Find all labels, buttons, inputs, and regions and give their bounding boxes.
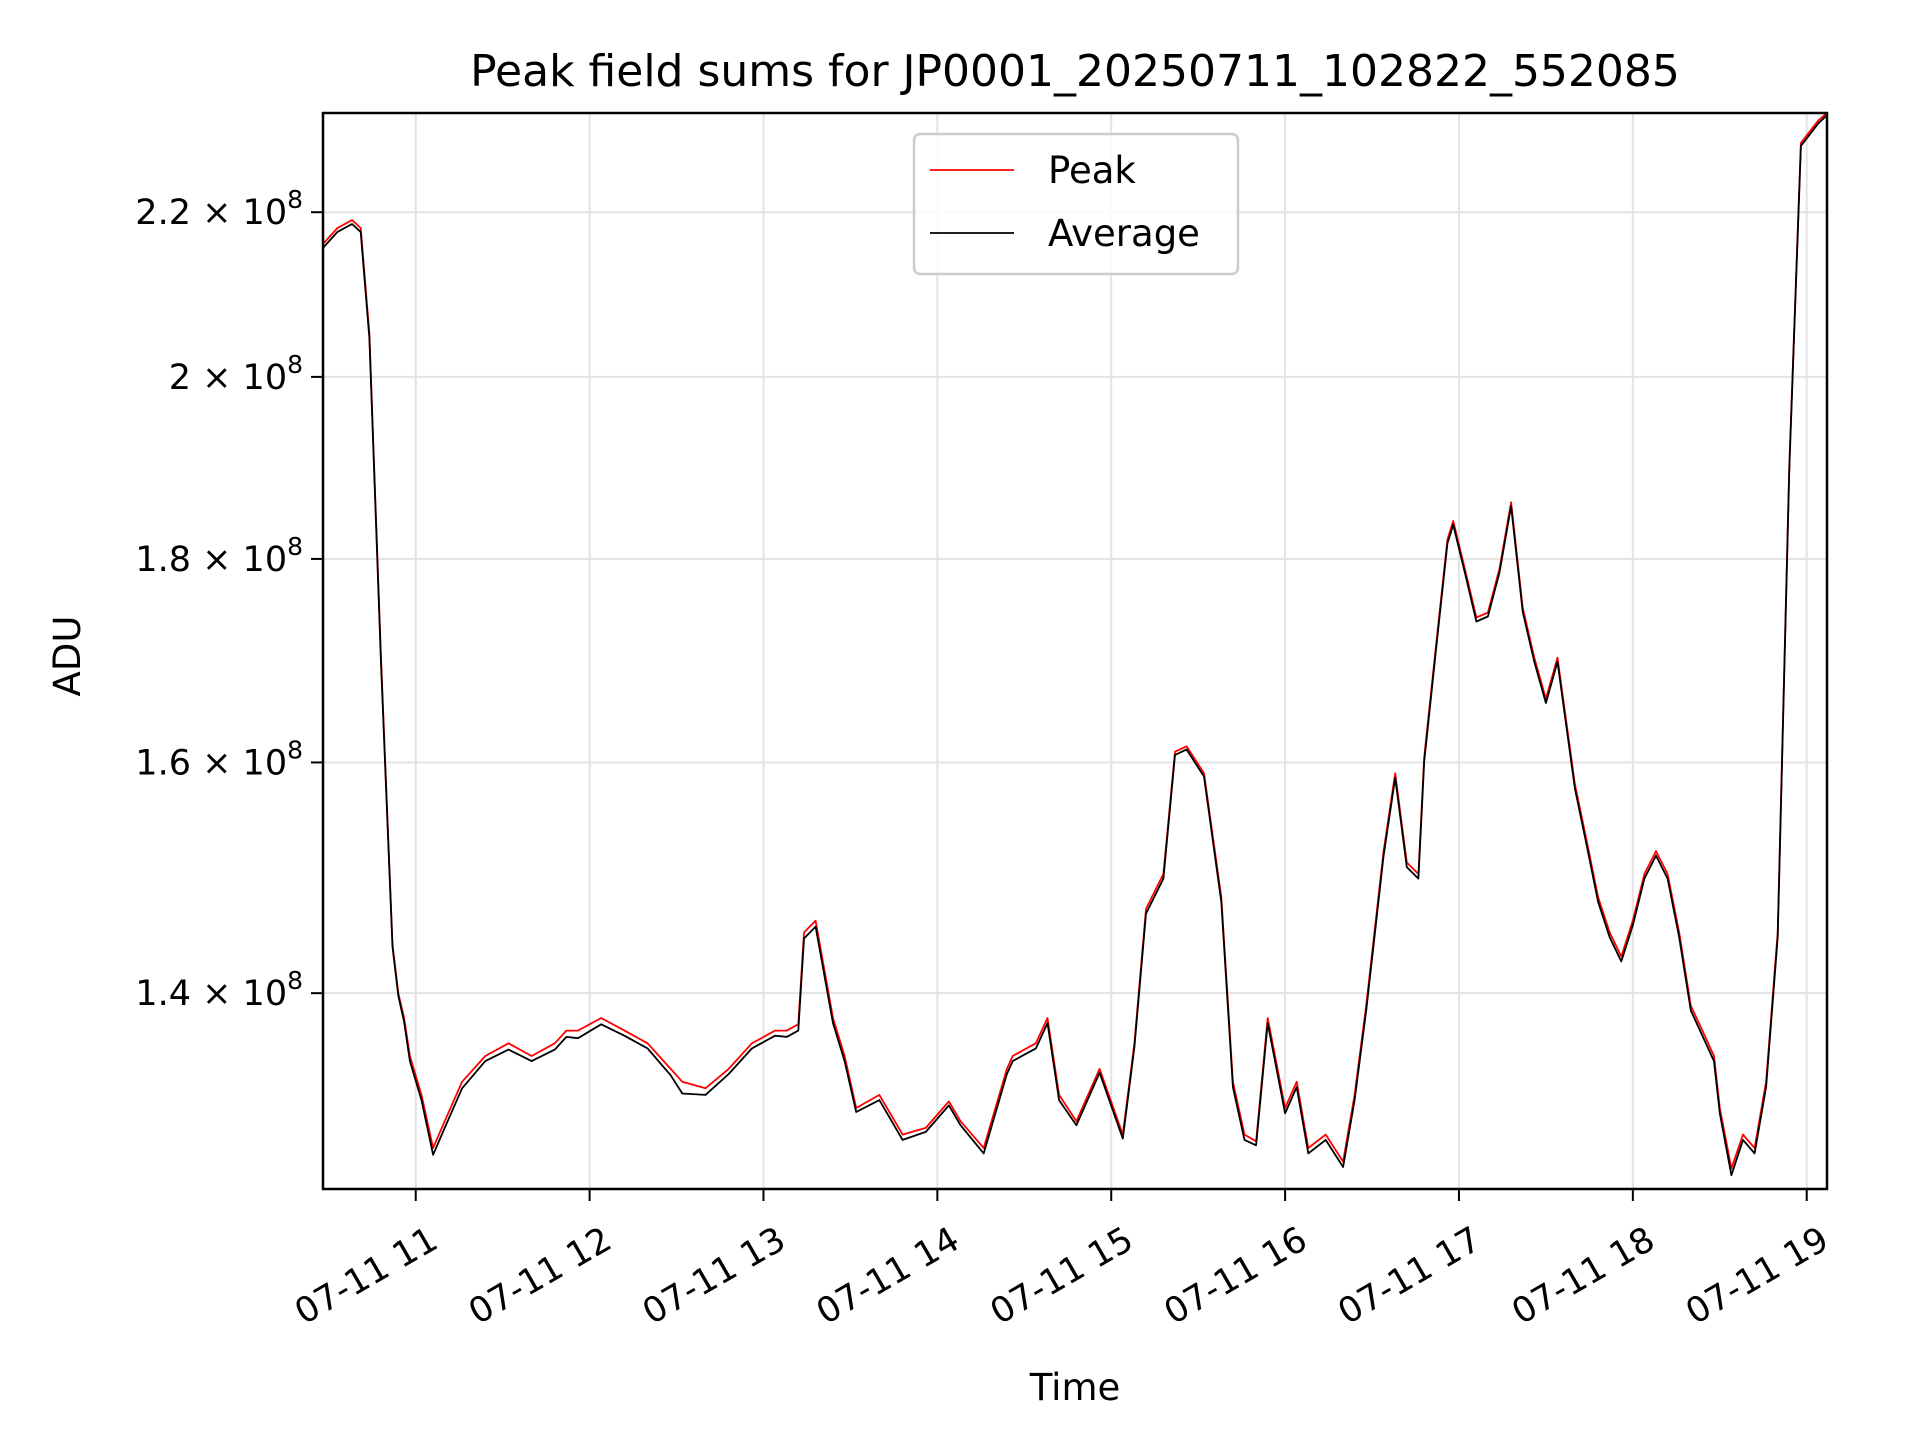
y-tick-label: 1.6 × 108: [135, 735, 303, 783]
series-line-average: [322, 114, 1828, 1177]
x-axis-label: Time: [1029, 1366, 1121, 1409]
plot-frame: [321, 111, 1829, 1191]
legend: Peak Average: [912, 132, 1240, 276]
series-line-peak: [322, 112, 1828, 1170]
legend-label-average: Average: [1048, 212, 1200, 255]
legend-label-peak: Peak: [1048, 149, 1136, 192]
y-axis: 1.4 × 108 1.6 × 108 1.8 × 108 2 × 108 2.2 × …: [135, 185, 323, 1014]
y-tick-label: 1.4 × 108: [135, 966, 303, 1014]
y-tick-label: 1.8 × 108: [135, 532, 303, 580]
legend-box: [912, 132, 1240, 276]
y-tick-label: 2.2 × 108: [135, 185, 303, 233]
series-layer: [322, 112, 1828, 1177]
y-tick-label: 2 × 108: [169, 350, 303, 398]
y-axis-label: ADU: [46, 616, 89, 697]
chart-title: Peak field sums for JP0001_20250711_1028…: [470, 46, 1680, 97]
